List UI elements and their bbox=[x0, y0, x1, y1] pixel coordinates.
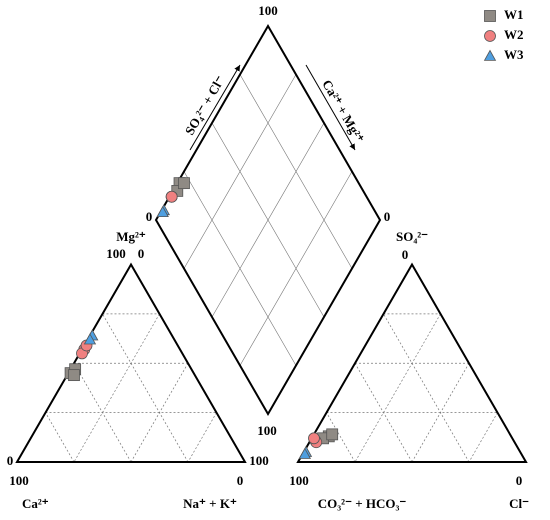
tick-label: 100 bbox=[258, 3, 278, 18]
grid-line bbox=[73, 313, 160, 463]
grid-line bbox=[102, 313, 189, 463]
tick-label: 0 bbox=[402, 247, 409, 262]
legend-label: W2 bbox=[504, 27, 524, 42]
diamond-point bbox=[156, 205, 169, 218]
mg-label: Mg²⁺ bbox=[116, 229, 146, 244]
grid-line bbox=[354, 363, 413, 463]
so4cl-label: SO₄²⁻ + Cl⁻ bbox=[182, 73, 228, 138]
legend-label: W3 bbox=[504, 47, 524, 62]
tick-label: 0 bbox=[7, 453, 14, 468]
grid-line bbox=[211, 122, 325, 318]
tick-label: 0 bbox=[237, 473, 244, 488]
diamond-point bbox=[165, 190, 178, 203]
anion-point bbox=[298, 447, 312, 459]
tick-label: 100 bbox=[249, 453, 269, 468]
grid-line bbox=[239, 74, 353, 269]
ca-label: Ca²⁺ bbox=[22, 496, 49, 511]
grid-line bbox=[45, 412, 75, 463]
grid-line bbox=[130, 363, 189, 463]
anion-point bbox=[326, 428, 339, 441]
arrow bbox=[189, 64, 241, 151]
cation-point bbox=[68, 369, 80, 382]
tick-label: 0 bbox=[138, 246, 145, 261]
grid-line bbox=[383, 313, 470, 463]
legend-marker bbox=[484, 30, 496, 42]
tick-label: 0 bbox=[384, 209, 391, 224]
grid-line bbox=[326, 412, 356, 463]
grid-line bbox=[411, 363, 470, 463]
triangle-frame bbox=[15, 262, 247, 463]
tick-label: 0 bbox=[146, 209, 153, 224]
camg-label: Ca²⁺ + Mg²⁺ bbox=[319, 77, 367, 145]
diamond-frame bbox=[154, 24, 382, 416]
tick-label: 100 bbox=[106, 246, 126, 261]
cl-label: Cl⁻ bbox=[509, 496, 529, 511]
legend-marker bbox=[483, 49, 497, 61]
tick-label: 100 bbox=[257, 423, 277, 438]
arrow bbox=[305, 64, 356, 151]
grid-line bbox=[187, 412, 217, 463]
anion-point bbox=[308, 432, 320, 445]
cation-point bbox=[83, 333, 97, 345]
grid-line bbox=[73, 363, 132, 463]
so4-label: SO₄²⁻ bbox=[396, 229, 428, 244]
tick-label: 100 bbox=[289, 473, 309, 488]
legend-label: W1 bbox=[504, 7, 524, 22]
diamond-point bbox=[178, 177, 190, 190]
nak-label: Na⁺ + K⁺ bbox=[183, 496, 237, 511]
grid-line bbox=[183, 74, 297, 269]
tick-label: 0 bbox=[516, 473, 523, 488]
grid-line bbox=[354, 313, 441, 463]
triangle-frame bbox=[296, 262, 528, 463]
tick-label: 100 bbox=[9, 473, 29, 488]
legend-marker bbox=[484, 10, 496, 22]
hco3-label: CO₃²⁻ + HCO₃⁻ bbox=[318, 496, 407, 511]
grid-line bbox=[468, 412, 498, 463]
